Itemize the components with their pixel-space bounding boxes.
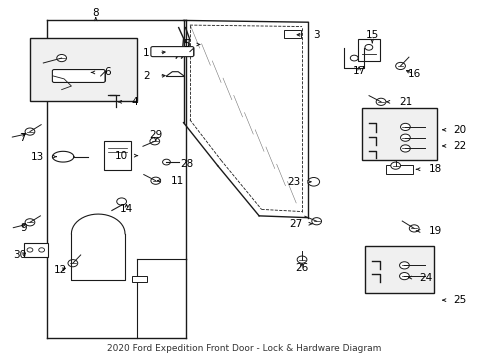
Circle shape <box>307 177 319 186</box>
Text: 5: 5 <box>183 40 189 49</box>
Circle shape <box>68 260 78 267</box>
Text: 23: 23 <box>287 177 300 187</box>
Circle shape <box>395 62 405 69</box>
Text: 8: 8 <box>92 8 99 18</box>
Circle shape <box>162 159 170 165</box>
Circle shape <box>27 248 33 252</box>
Circle shape <box>408 225 418 232</box>
Circle shape <box>399 273 408 280</box>
Circle shape <box>39 248 44 252</box>
Text: 20: 20 <box>452 125 466 135</box>
Text: 13: 13 <box>30 152 43 162</box>
Text: 2020 Ford Expedition Front Door - Lock & Hardware Diagram: 2020 Ford Expedition Front Door - Lock &… <box>107 344 381 353</box>
Text: 26: 26 <box>295 263 308 273</box>
Text: 18: 18 <box>428 164 441 174</box>
Text: 10: 10 <box>114 150 127 161</box>
Bar <box>361 108 436 160</box>
Text: 11: 11 <box>170 176 183 186</box>
Circle shape <box>400 145 409 152</box>
Text: 3: 3 <box>312 30 319 40</box>
Circle shape <box>25 219 35 226</box>
Circle shape <box>399 262 408 269</box>
Text: 14: 14 <box>120 204 133 214</box>
Circle shape <box>151 177 160 184</box>
Text: 27: 27 <box>288 219 302 229</box>
Text: 22: 22 <box>452 141 466 151</box>
FancyBboxPatch shape <box>52 69 105 82</box>
Text: 25: 25 <box>452 295 466 305</box>
Text: 28: 28 <box>180 159 193 169</box>
Text: 9: 9 <box>20 224 27 233</box>
Text: 12: 12 <box>54 265 67 275</box>
Bar <box>365 246 433 293</box>
Circle shape <box>297 256 306 263</box>
Text: 21: 21 <box>399 97 412 107</box>
Circle shape <box>57 54 66 62</box>
Circle shape <box>400 134 409 141</box>
Circle shape <box>25 128 35 135</box>
Bar <box>385 165 412 174</box>
Circle shape <box>117 198 126 205</box>
Circle shape <box>400 123 409 131</box>
Text: 29: 29 <box>149 130 162 140</box>
Text: 6: 6 <box>104 67 110 77</box>
Text: 4: 4 <box>131 97 138 107</box>
Text: 24: 24 <box>418 273 431 283</box>
Circle shape <box>349 55 357 61</box>
Text: 1: 1 <box>142 48 149 58</box>
Text: 19: 19 <box>428 226 441 236</box>
Circle shape <box>311 218 321 225</box>
Bar <box>357 40 379 61</box>
Bar <box>132 276 147 282</box>
Circle shape <box>150 138 159 145</box>
Bar <box>283 31 300 39</box>
Text: 30: 30 <box>14 250 27 260</box>
Text: 15: 15 <box>365 30 378 40</box>
Bar <box>24 243 47 257</box>
Circle shape <box>390 162 400 169</box>
Circle shape <box>364 44 372 50</box>
Bar <box>104 141 131 170</box>
Circle shape <box>375 98 385 105</box>
Bar <box>30 39 137 101</box>
Text: 2: 2 <box>142 71 149 81</box>
Text: 7: 7 <box>19 133 26 143</box>
Text: 17: 17 <box>352 66 365 76</box>
Text: 16: 16 <box>407 69 420 79</box>
FancyBboxPatch shape <box>151 46 193 57</box>
